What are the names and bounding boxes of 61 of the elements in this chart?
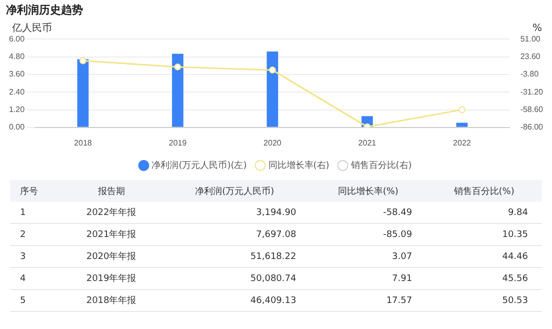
bar bbox=[266, 52, 278, 127]
point bbox=[174, 63, 182, 70]
point bbox=[268, 66, 276, 74]
data-label: 51,618.22 bbox=[159, 246, 310, 268]
data-label: 3.07 bbox=[310, 246, 426, 268]
x-tick-label: 净利润(万元人民币) bbox=[159, 180, 310, 202]
data-label: 10.35 bbox=[426, 224, 542, 246]
data-label: 50.53 bbox=[426, 290, 542, 312]
y2-axis-title: 序号 bbox=[10, 180, 64, 202]
y2-tick-label: -3.80 bbox=[520, 70, 540, 79]
data-label: 9.84 bbox=[426, 202, 542, 224]
y2-tick-label: 4 bbox=[10, 268, 64, 290]
data-label: 7.91 bbox=[310, 268, 426, 290]
y-tick-label: 2021年年报 bbox=[64, 224, 160, 246]
y-tick-label: 2020年年报 bbox=[64, 246, 160, 268]
data-label: 7,697.08 bbox=[159, 224, 310, 246]
y2-tick-label: 2 bbox=[10, 224, 64, 246]
x-tick-label: 2019 bbox=[168, 138, 188, 148]
y-tick-label: 2.40 bbox=[8, 87, 26, 96]
y2-tick-label: 1 bbox=[10, 202, 64, 224]
x-tick-label: 2018 bbox=[74, 138, 92, 148]
y-tick-label: 4.80 bbox=[8, 52, 26, 62]
x-tick-label: 2020 bbox=[264, 138, 282, 148]
x-tick-label: 销售百分比(%) bbox=[426, 180, 542, 202]
y2-tick-label: 23.60 bbox=[520, 52, 541, 62]
y-axis-title: 报告期 bbox=[64, 180, 160, 202]
y2-axis-title: % bbox=[532, 22, 542, 34]
x-tick-label: 同比增长率(%) bbox=[310, 180, 426, 202]
y2-tick-label: 3 bbox=[10, 246, 64, 268]
y-tick-label: 2022年年报 bbox=[64, 202, 160, 224]
y2-tick-label: -58.60 bbox=[520, 104, 544, 114]
y-tick-label: 6.00 bbox=[8, 34, 26, 44]
y2-tick-label: -86.00 bbox=[520, 122, 544, 132]
data-label: -58.49 bbox=[310, 202, 426, 224]
y-tick-label: 3.60 bbox=[8, 70, 26, 79]
legend-label: 同比增长率(右) bbox=[268, 160, 330, 171]
y2-tick-label: -31.20 bbox=[520, 87, 544, 96]
bar bbox=[456, 122, 468, 127]
y2-tick-label: 5 bbox=[10, 290, 64, 312]
data-label: 46,409.13 bbox=[159, 290, 310, 312]
data-label: -85.09 bbox=[310, 224, 426, 246]
bar bbox=[172, 54, 184, 127]
x-tick-label: 2021 bbox=[358, 138, 377, 148]
x-tick-label: 2022 bbox=[453, 138, 472, 148]
y-tick-label: 0.00 bbox=[8, 122, 26, 132]
data-label: 3,194.90 bbox=[159, 202, 310, 224]
bar bbox=[77, 59, 89, 127]
data-label: 44.46 bbox=[426, 246, 542, 268]
y2-tick-label: 51.00 bbox=[520, 34, 541, 44]
legend-label: 销售百分比(右) bbox=[350, 160, 412, 171]
data-label: 45.56 bbox=[426, 268, 542, 290]
y-tick-label: 2018年年报 bbox=[64, 290, 160, 312]
y-tick-label: 1.20 bbox=[8, 104, 26, 114]
data-label: 50,080.74 bbox=[159, 268, 310, 290]
y-axis-title: 亿人民币 bbox=[11, 22, 52, 34]
point bbox=[79, 57, 86, 64]
y-tick-label: 2019年年报 bbox=[64, 268, 160, 290]
chart-title: 净利润历史趋势 bbox=[6, 3, 83, 16]
point bbox=[458, 106, 466, 114]
data-label: 17.57 bbox=[310, 290, 426, 312]
legend-label: 净利润(万元人民币)(左) bbox=[152, 160, 247, 171]
